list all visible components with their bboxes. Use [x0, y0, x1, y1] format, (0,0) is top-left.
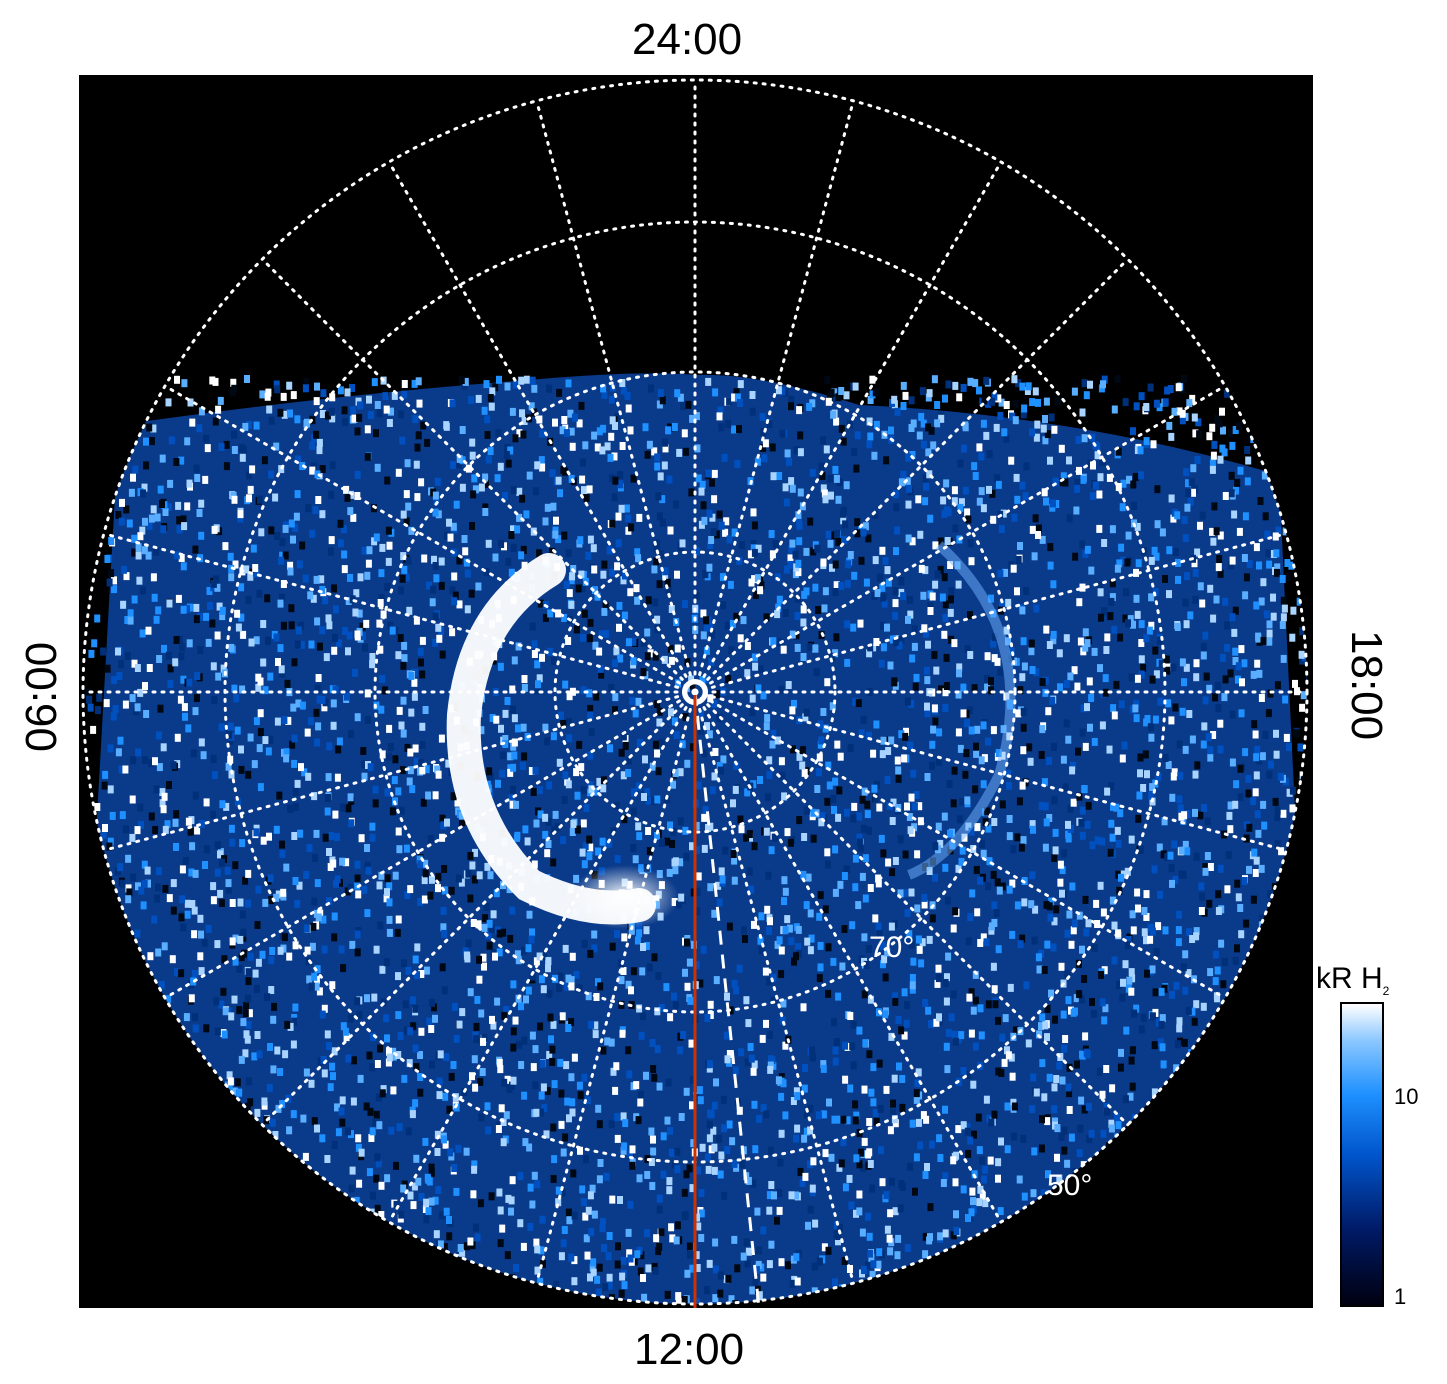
latitude-circle [553, 550, 837, 834]
meridian [693, 532, 1288, 694]
meridian [102, 690, 697, 852]
meridian [693, 690, 855, 1285]
polar-projection-svg: 70° 50° [81, 78, 1309, 1308]
lat-label-50: 50° [1047, 1169, 1092, 1202]
colorbar-tick-10: 10 [1394, 1084, 1419, 1109]
meridian [693, 160, 1003, 694]
latitude-circle [373, 370, 1017, 1014]
meridian [387, 690, 697, 1224]
lat-label-70: 70° [869, 931, 914, 964]
midnight-label: 24:00 [632, 15, 743, 64]
colorbar [1340, 1002, 1384, 1307]
meridian [693, 690, 1130, 1127]
meridian [693, 257, 1130, 694]
meridian [102, 532, 697, 694]
meridian [535, 690, 697, 1285]
dawn-label: 06:00 [17, 641, 66, 752]
meridian [693, 690, 1288, 852]
meridian [693, 99, 855, 694]
polar-aurora-map: 70° 50° [79, 75, 1313, 1308]
dashed-footprint [693, 691, 761, 1308]
meridian [535, 99, 697, 694]
meridian [260, 690, 697, 1127]
emission-noise [84, 375, 1307, 1304]
dusk-arc [907, 541, 1016, 880]
meridian [693, 690, 1003, 1224]
meridian [163, 690, 697, 1000]
colorbar-tick-1: 1 [1394, 1284, 1407, 1309]
colorbar-title: kR H2 [1316, 962, 1390, 998]
dusk-label: 18:00 [1342, 630, 1391, 741]
noon-label: 12:00 [634, 1325, 745, 1374]
meridian [693, 384, 1227, 694]
latitude-circle [81, 78, 1309, 1306]
meridian [387, 160, 697, 694]
meridian [260, 257, 697, 694]
meridian [163, 384, 697, 694]
meridian [693, 690, 1227, 1000]
bright-spot [569, 865, 679, 929]
